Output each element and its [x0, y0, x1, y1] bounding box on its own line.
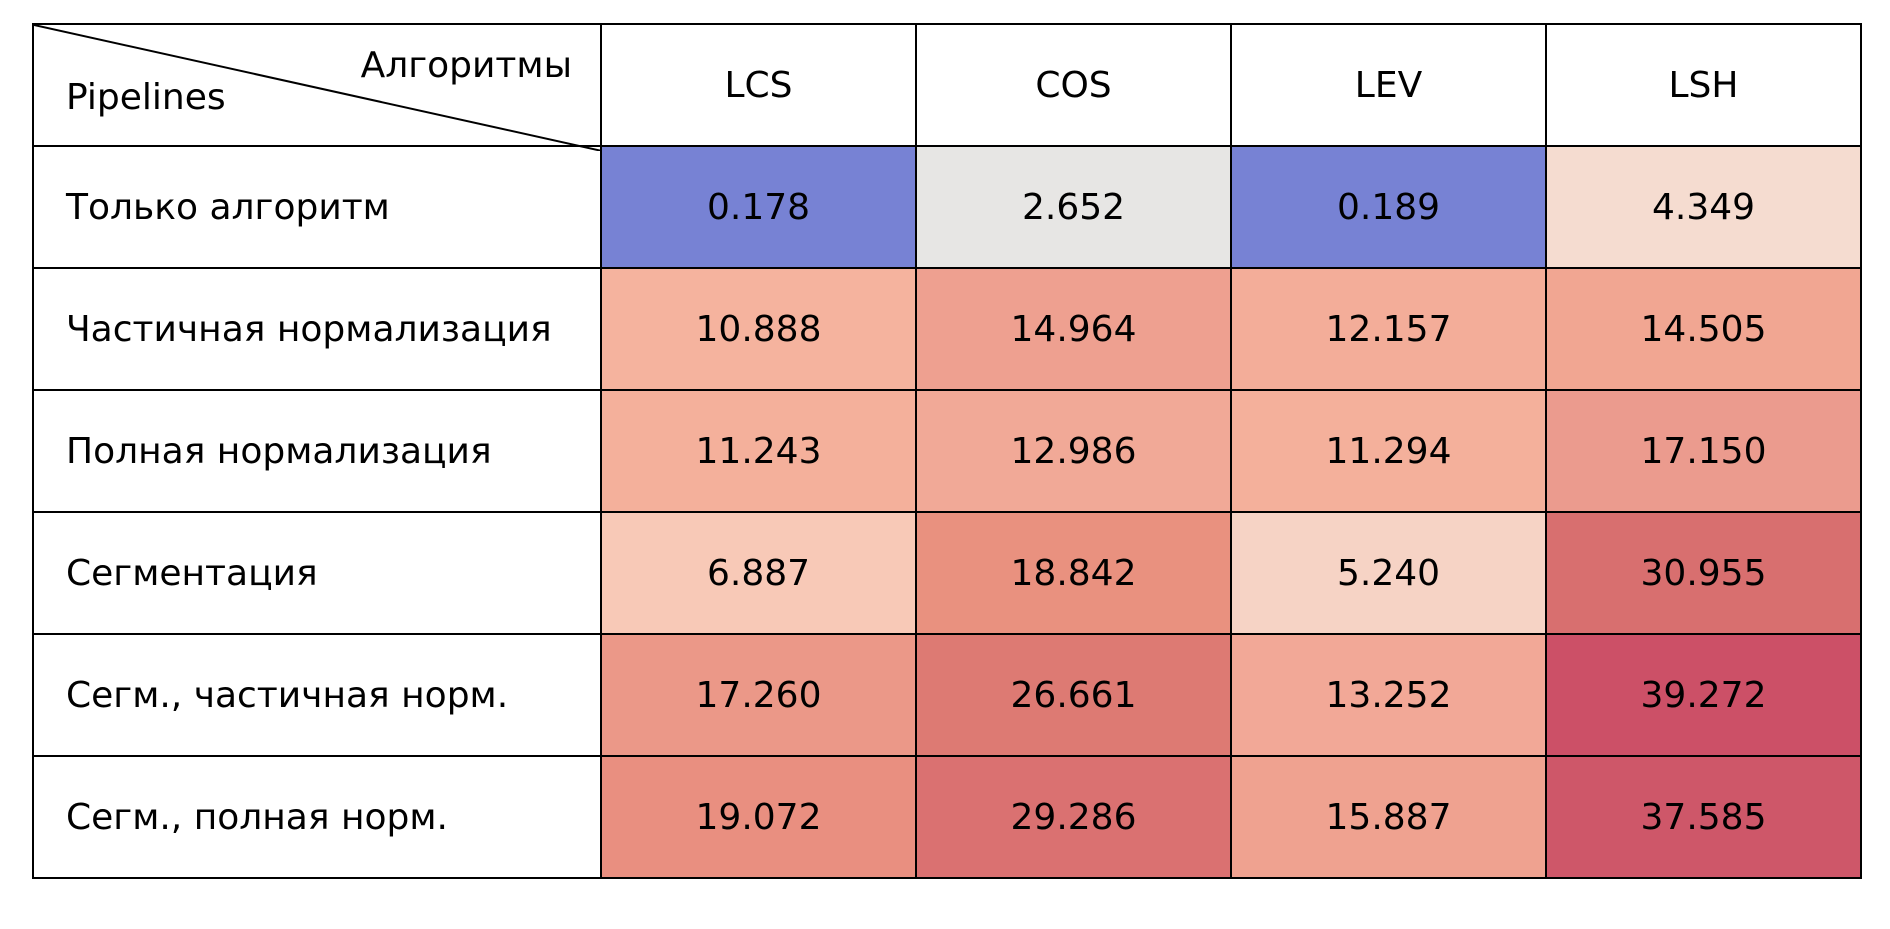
heatmap-table: Алгоритмы Pipelines LCS COS LEV LSH Только …: [32, 23, 1862, 879]
corner-diagonal: [34, 25, 602, 151]
row-header: Сегм., частичная норм.: [32, 633, 602, 757]
heatmap-cell: 4.349: [1545, 145, 1862, 269]
heatmap-cell: 26.661: [915, 633, 1232, 757]
heatmap-cell: 0.178: [600, 145, 917, 269]
table-row: Сегм., частичная норм. 17.260 26.661 13.252…: [32, 633, 1862, 757]
table-row: Полная нормализация 11.243 12.986 11.294 17.…: [32, 389, 1862, 513]
heatmap-cell: 11.243: [600, 389, 917, 513]
heatmap-cell: 5.240: [1230, 511, 1547, 635]
heatmap-cell: 11.294: [1230, 389, 1547, 513]
heatmap-cell: 19.072: [600, 755, 917, 879]
table-row: Только алгоритм 0.178 2.652 0.189 4.349: [32, 145, 1862, 269]
heatmap-cell: 17.150: [1545, 389, 1862, 513]
heatmap-cell: 15.887: [1230, 755, 1547, 879]
heatmap-cell: 2.652: [915, 145, 1232, 269]
corner-cell: Алгоритмы Pipelines: [32, 23, 602, 151]
heatmap-cell: 29.286: [915, 755, 1232, 879]
column-axis-label: Алгоритмы: [360, 45, 572, 86]
heatmap-body: Алгоритмы Pipelines LCS COS LEV LSH Только …: [32, 23, 1862, 879]
heatmap-cell: 18.842: [915, 511, 1232, 635]
heatmap-cell: 12.157: [1230, 267, 1547, 391]
column-header-lsh: LSH: [1545, 23, 1862, 147]
column-header-lev: LEV: [1230, 23, 1547, 147]
row-header: Сегментация: [32, 511, 602, 635]
column-header-cos: COS: [915, 23, 1232, 147]
row-header: Полная нормализация: [32, 389, 602, 513]
heatmap-cell: 14.964: [915, 267, 1232, 391]
header-row: Алгоритмы Pipelines LCS COS LEV LSH: [32, 23, 1862, 151]
heatmap-cell: 17.260: [600, 633, 917, 757]
heatmap-cell: 10.888: [600, 267, 917, 391]
heatmap-cell: 37.585: [1545, 755, 1862, 879]
table-row: Сегм., полная норм. 19.072 29.286 15.887 37.…: [32, 755, 1862, 879]
row-header: Частичная нормализация: [32, 267, 602, 391]
heatmap-cell: 0.189: [1230, 145, 1547, 269]
heatmap-cell: 6.887: [600, 511, 917, 635]
heatmap-cell: 14.505: [1545, 267, 1862, 391]
heatmap-cell: 12.986: [915, 389, 1232, 513]
heatmap-cell: 39.272: [1545, 633, 1862, 757]
row-header: Только алгоритм: [32, 145, 602, 269]
heatmap-cell: 13.252: [1230, 633, 1547, 757]
row-axis-label: Pipelines: [66, 77, 226, 118]
heatmap-cell: 30.955: [1545, 511, 1862, 635]
row-header: Сегм., полная норм.: [32, 755, 602, 879]
table-row: Сегментация 6.887 18.842 5.240 30.955: [32, 511, 1862, 635]
column-header-lcs: LCS: [600, 23, 917, 147]
table-row: Частичная нормализация 10.888 14.964 12.157…: [32, 267, 1862, 391]
